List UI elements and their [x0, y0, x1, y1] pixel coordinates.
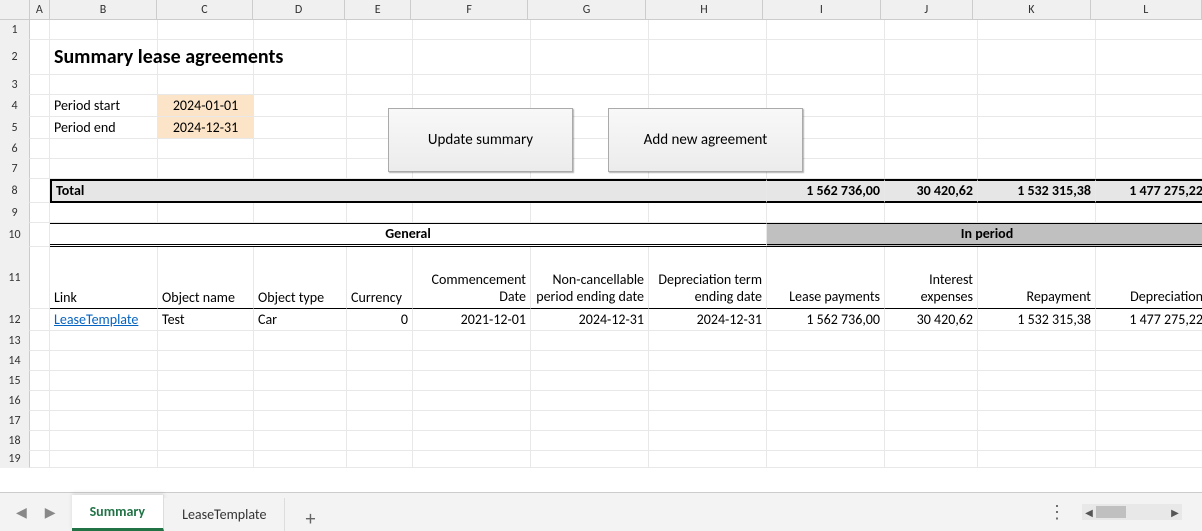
th-repayment: Repayment	[978, 247, 1096, 309]
section-in-period: In period	[767, 223, 1202, 247]
th-link: Link	[50, 247, 158, 309]
row-header-13[interactable]: 13	[0, 331, 30, 351]
cell-deprec-term: 2024-12-31	[649, 309, 767, 331]
column-header-B[interactable]: B	[50, 0, 157, 20]
row-header-2[interactable]: 2	[0, 40, 30, 75]
row-header-19[interactable]: 19	[0, 451, 30, 468]
update-summary-button[interactable]: Update summary	[388, 108, 573, 172]
cell-depreciation: 1 477 275,22	[1096, 309, 1202, 331]
row-header-6[interactable]: 6	[0, 139, 30, 159]
period-end-label: Period end	[50, 117, 158, 139]
total-interest-expenses: 30 420,62	[885, 179, 978, 203]
lease-template-link[interactable]: LeaseTemplate	[54, 311, 138, 328]
row-header-7[interactable]: 7	[0, 159, 30, 179]
period-start-label: Period start	[50, 95, 158, 117]
column-header-A[interactable]: A	[30, 0, 50, 20]
row-header-11[interactable]: 11	[0, 247, 30, 309]
cell-obj-type: Car	[254, 309, 347, 331]
scroll-thumb[interactable]	[1096, 506, 1126, 518]
tab-bar-right: ⋮ ◀ ▶	[1048, 501, 1202, 523]
period-start-value: 2024-01-01	[158, 95, 254, 117]
column-header-J[interactable]: J	[881, 0, 974, 20]
add-agreement-button[interactable]: Add new agreement	[608, 108, 803, 172]
total-depreciation: 1 477 275,22	[1096, 179, 1202, 203]
total-label: Total	[50, 179, 767, 203]
th-lease-payments: Lease payments	[767, 247, 885, 309]
row-header-5[interactable]: 5	[0, 117, 30, 139]
tab-options-icon[interactable]: ⋮	[1048, 501, 1066, 523]
tab-next-icon[interactable]: ▶	[45, 504, 56, 521]
row-header-17[interactable]: 17	[0, 411, 30, 431]
row-header-8[interactable]: 8	[0, 179, 30, 203]
cell-interest: 30 420,62	[885, 309, 978, 331]
th-object-name: Object name	[158, 247, 254, 309]
column-header-E[interactable]: E	[345, 0, 411, 20]
column-header-I[interactable]: I	[763, 0, 880, 20]
th-depreciation: Depreciation	[1096, 247, 1202, 309]
th-interest: Interest expenses	[885, 247, 978, 309]
scroll-left-icon[interactable]: ◀	[1082, 505, 1096, 519]
cell-lease-payments: 1 562 736,00	[767, 309, 885, 331]
row-header-15[interactable]: 15	[0, 371, 30, 391]
sheet-tabs: Summary LeaseTemplate +	[72, 493, 336, 531]
row-header-16[interactable]: 16	[0, 391, 30, 411]
row-header-1[interactable]: 1	[0, 20, 30, 40]
column-header-D[interactable]: D	[253, 0, 346, 20]
scroll-right-icon[interactable]: ▶	[1168, 505, 1182, 519]
cell-currency: 0	[347, 309, 413, 331]
cell-repayment: 1 532 315,38	[978, 309, 1096, 331]
column-header-C[interactable]: C	[157, 0, 253, 20]
cell-commencement: 2021-12-01	[413, 309, 531, 331]
row-headers: 12345678910111213141516171819	[0, 20, 30, 468]
column-headers: ABCDEFGHIJKL	[0, 0, 1202, 20]
horizontal-scrollbar[interactable]: ◀ ▶	[1082, 504, 1182, 520]
tab-leasetemplate[interactable]: LeaseTemplate	[164, 498, 285, 531]
cell-link: LeaseTemplate	[50, 309, 158, 331]
row-header-10[interactable]: 10	[0, 223, 30, 247]
row-header-12[interactable]: 12	[0, 309, 30, 331]
cell-obj-name: Test	[158, 309, 254, 331]
cell-noncancel: 2024-12-31	[531, 309, 649, 331]
column-header-K[interactable]: K	[973, 0, 1090, 20]
column-header-F[interactable]: F	[411, 0, 528, 20]
period-end-value: 2024-12-31	[158, 117, 254, 139]
th-noncancel: Non-cancellable period ending date	[531, 247, 649, 309]
column-header-H[interactable]: H	[646, 0, 763, 20]
column-header-G[interactable]: G	[528, 0, 645, 20]
add-sheet-button[interactable]: +	[285, 507, 335, 531]
th-currency: Currency	[347, 247, 413, 309]
sheet-tab-bar: ◀ ▶ Summary LeaseTemplate + ⋮ ◀ ▶	[0, 492, 1202, 531]
row-header-9[interactable]: 9	[0, 203, 30, 223]
row-header-18[interactable]: 18	[0, 431, 30, 451]
column-header-L[interactable]: L	[1091, 0, 1202, 20]
tab-prev-icon[interactable]: ◀	[16, 504, 27, 521]
row-header-4[interactable]: 4	[0, 95, 30, 117]
tab-nav-arrows: ◀ ▶	[0, 504, 72, 521]
th-deprec-term: Depreciation term ending date	[649, 247, 767, 309]
th-object-type: Object type	[254, 247, 347, 309]
tab-summary[interactable]: Summary	[72, 495, 165, 531]
total-lease-payments: 1 562 736,00	[767, 179, 885, 203]
total-repayment: 1 532 315,38	[978, 179, 1096, 203]
row-header-14[interactable]: 14	[0, 351, 30, 371]
row-header-3[interactable]: 3	[0, 75, 30, 95]
th-commencement: Commencement Date	[413, 247, 531, 309]
page-title: Summary lease agreements	[50, 40, 413, 75]
spreadsheet-area: ABCDEFGHIJKL 123456789101112131415161718…	[0, 0, 1202, 492]
section-general: General	[50, 223, 767, 247]
select-all-corner[interactable]	[0, 0, 30, 20]
